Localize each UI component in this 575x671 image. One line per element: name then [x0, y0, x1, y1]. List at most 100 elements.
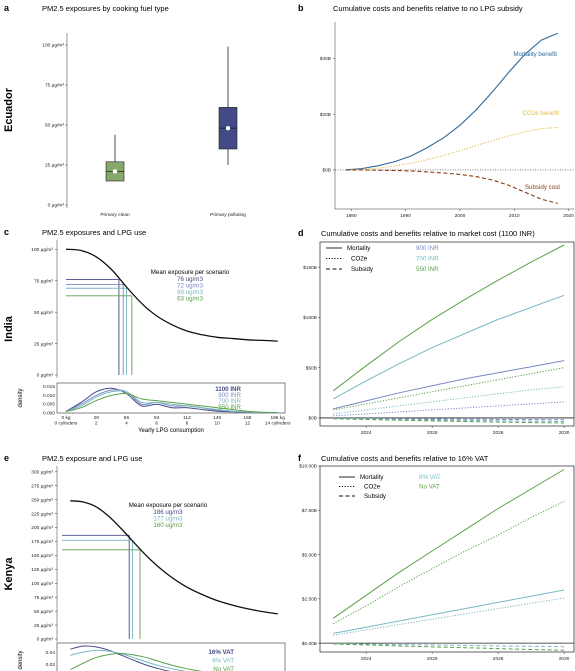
- series-line: [345, 32, 558, 171]
- y-tick-label: $2.50B: [302, 597, 317, 603]
- y-tick-label: $0B: [322, 168, 331, 174]
- y-tick-label: 75 µg/m³: [34, 595, 53, 601]
- density-y-tick-label: 0.005: [43, 402, 55, 408]
- density-frame: [56, 382, 286, 414]
- y-tick-label: 275 µg/m³: [31, 483, 53, 489]
- panel-title: PM2.5 exposure and LPG use: [42, 454, 142, 463]
- legend-label: Mortality: [360, 474, 384, 481]
- x-tick-label: 2024: [361, 656, 372, 662]
- series-line: [333, 417, 565, 421]
- x-tick-label: 2030: [559, 430, 570, 436]
- country-label: India: [3, 315, 15, 342]
- density-y-tick-label: 0.000: [43, 411, 55, 417]
- y-tick-label: 0 µg/m³: [48, 203, 65, 209]
- country-label: Kenya: [3, 557, 15, 591]
- x-tick-kg-label: 84: [154, 415, 160, 421]
- y-tick-label: $150B: [303, 265, 317, 271]
- series-line: [332, 294, 565, 400]
- series-line: [333, 386, 565, 415]
- box-mean: [225, 126, 231, 131]
- x-tick-label: 1980: [346, 213, 357, 219]
- legend-label: CO2e: [351, 256, 368, 263]
- density-curve: [70, 652, 203, 671]
- series-line: [333, 643, 565, 648]
- y-tick-label: $10.00B: [299, 464, 317, 470]
- y-tick-label: $20B: [320, 112, 331, 118]
- country-label: Ecuador: [3, 87, 15, 132]
- x-tick-cylinder-label: 0 cylinders: [55, 421, 79, 427]
- density-y-label: density: [18, 650, 24, 669]
- panel-e: e PM2.5 exposure and LPG use Kenya 0 µg/m³ 2…: [3, 453, 286, 671]
- y-tick-label: 0 µg/m³: [37, 637, 54, 643]
- x-tick-label: 2026: [427, 430, 438, 436]
- density-curve: [70, 649, 187, 671]
- x-tick-label: Primary clean: [100, 212, 130, 218]
- x-tick-label: 2020: [563, 213, 574, 219]
- x-tick-kg-label: 168: [243, 415, 251, 421]
- y-tick-label: 100 µg/m³: [42, 43, 64, 49]
- plot-frame: [319, 241, 575, 427]
- series-line: [332, 244, 565, 392]
- y-tick-label: 150 µg/m³: [31, 553, 53, 559]
- y-tick-label: 125 µg/m³: [31, 567, 53, 573]
- y-tick-label: $0B: [308, 416, 317, 422]
- density-curve: [70, 645, 171, 671]
- y-tick-label: 225 µg/m³: [31, 511, 53, 517]
- x-tick-kg-label: 0 kg: [61, 415, 70, 421]
- x-tick-label: 2028: [493, 430, 504, 436]
- x-tick-label: 2010: [509, 213, 520, 219]
- scenario-label: 160 ug/m3: [153, 522, 183, 529]
- x-tick-label: 2028: [493, 656, 504, 662]
- annotation-title: Mean exposure per scenario: [151, 269, 230, 276]
- series-label: Subsidy cost: [525, 184, 560, 191]
- x-tick-cylinder-label: 2: [95, 421, 98, 427]
- x-tick-cylinder-label: 8: [186, 421, 189, 427]
- x-tick-kg-label: 112: [183, 415, 191, 421]
- y-tick-label: 75 µg/m³: [34, 278, 53, 284]
- y-tick-label: $50B: [306, 365, 317, 371]
- x-tick-cylinder-label: 12: [245, 421, 251, 427]
- y-tick-label: $5.00B: [302, 552, 317, 558]
- density-label: 900 INR: [218, 392, 241, 399]
- series-line: [333, 360, 565, 410]
- panel-letter-f: f: [298, 453, 302, 463]
- x-tick-label: 2024: [361, 430, 372, 436]
- panel-c: c PM2.5 exposures and LPG use India 0 µg/m³…: [3, 227, 291, 434]
- series-line: [333, 597, 565, 636]
- panel-letter-b: b: [298, 3, 304, 13]
- x-tick-cylinder-label: 14 cylinders: [265, 421, 291, 427]
- density-curve: [65, 389, 278, 414]
- legend-label: Subsidy: [364, 493, 387, 500]
- y-tick-label: 50 µg/m³: [34, 609, 53, 615]
- series-line: [333, 643, 565, 651]
- scenario-label: 63 ug/m3: [177, 296, 203, 303]
- x-tick-label: 1990: [400, 213, 411, 219]
- plot-frame: [319, 465, 575, 653]
- x-tick-label: 2026: [427, 656, 438, 662]
- x-tick-kg-label: 196 kg: [270, 415, 285, 421]
- legend-scenario-label: 550 INR: [416, 266, 439, 273]
- x-tick-kg-label: 56: [124, 415, 130, 421]
- series-line: [333, 401, 565, 417]
- x-axis-label: Yearly LPG consumption: [138, 428, 204, 434]
- density-y-tick-label: 0.010: [43, 393, 55, 399]
- panel-a: a PM2.5 exposures by cooking fuel type Ecu…: [3, 3, 246, 218]
- panel-letter-e: e: [4, 453, 9, 463]
- scenario-label: 76 ug/m3: [177, 276, 203, 283]
- y-tick-label: 75 µg/m³: [45, 83, 64, 89]
- panel-letter-a: a: [4, 3, 10, 13]
- scenario-label: 69 ug/m3: [177, 289, 203, 296]
- density-y-tick-label: 0.02: [46, 662, 56, 668]
- density-y-tick-label: 0.015: [43, 384, 55, 390]
- density-label: 550 INR: [218, 404, 241, 411]
- y-tick-label: 200 µg/m³: [31, 525, 53, 531]
- x-tick-cylinder-label: 6: [155, 421, 158, 427]
- density-label: No VAT: [213, 666, 234, 671]
- series-line: [332, 469, 565, 619]
- series-line: [333, 418, 565, 424]
- y-tick-label: $0.00B: [302, 641, 317, 647]
- exposure-curve: [65, 248, 278, 342]
- panel-title: PM2.5 exposures by cooking fuel type: [42, 4, 169, 13]
- legend-label: Mortality: [347, 245, 371, 252]
